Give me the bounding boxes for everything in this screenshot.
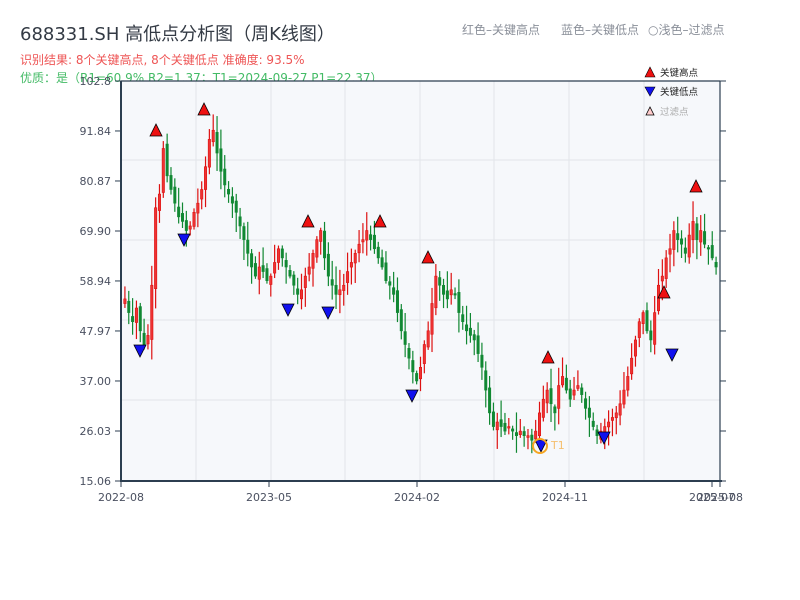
triangle-outline-icon bbox=[645, 106, 655, 116]
triangle-up-icon bbox=[644, 66, 656, 78]
key-low-marker bbox=[177, 233, 191, 247]
axes bbox=[120, 80, 722, 482]
key-high-marker bbox=[373, 214, 387, 228]
svg-text:91.84: 91.84 bbox=[80, 125, 112, 138]
key-high-marker bbox=[149, 123, 163, 137]
svg-text:2024-11: 2024-11 bbox=[542, 491, 588, 504]
legend-box: 关键高点 关键低点 过滤点 bbox=[644, 66, 699, 118]
svg-text:2025-07: 2025-07 bbox=[689, 491, 735, 504]
y-axis-ticks: 15.06 26.03 37.00 47.97 58.94 69.90 80.87 91.84… bbox=[80, 75, 726, 488]
key-high-marker bbox=[421, 250, 435, 264]
key-high-marker bbox=[197, 102, 211, 116]
svg-text:2024-02: 2024-02 bbox=[394, 491, 440, 504]
legend-label-low: 关键低点 bbox=[660, 86, 699, 98]
svg-text:2023-05: 2023-05 bbox=[246, 491, 292, 504]
t1-label: T1 bbox=[550, 439, 565, 452]
chart-title: 688331.SH 高低点分析图（周K线图） bbox=[20, 24, 335, 45]
svg-text:80.87: 80.87 bbox=[80, 175, 112, 188]
key-high-marker bbox=[689, 179, 703, 193]
svg-text:2025-08: 2025-08 bbox=[697, 491, 743, 504]
svg-text:58.94: 58.94 bbox=[80, 275, 112, 288]
key-low-marker bbox=[405, 389, 419, 403]
key-high-marker bbox=[657, 285, 671, 299]
key-low-marker bbox=[597, 431, 611, 445]
svg-text:102.8: 102.8 bbox=[80, 75, 112, 88]
key-point-markers: T1 bbox=[133, 102, 703, 454]
key-high-marker bbox=[541, 350, 555, 364]
svg-text:47.97: 47.97 bbox=[80, 325, 112, 338]
result-summary: 识别结果: 8个关键高点, 8个关键低点 准确度: 93.5% bbox=[20, 53, 305, 67]
key-high-marker bbox=[301, 214, 315, 228]
svg-text:26.03: 26.03 bbox=[80, 425, 112, 438]
key-low-marker bbox=[133, 344, 147, 358]
legend-note-light: ○浅色–过滤点 bbox=[648, 23, 725, 37]
legend-note-red: 红色–关键高点 bbox=[462, 23, 541, 37]
legend-label-filtered: 过滤点 bbox=[660, 106, 689, 118]
key-low-marker bbox=[281, 303, 295, 317]
key-low-marker bbox=[321, 306, 335, 320]
legend-label-high: 关键高点 bbox=[660, 67, 699, 79]
svg-text:37.00: 37.00 bbox=[80, 375, 112, 388]
svg-text:69.90: 69.90 bbox=[80, 225, 112, 238]
triangle-down-icon bbox=[644, 86, 656, 97]
svg-text:2022-08: 2022-08 bbox=[98, 491, 144, 504]
legend-note-blue: 蓝色–关键低点 bbox=[561, 23, 640, 37]
key-low-marker bbox=[665, 348, 679, 362]
t1-marker bbox=[532, 438, 548, 454]
x-axis-ticks: 2022-08 2023-05 2024-02 2024-11 2025-072025-… bbox=[98, 481, 743, 504]
svg-text:15.06: 15.06 bbox=[80, 475, 112, 488]
